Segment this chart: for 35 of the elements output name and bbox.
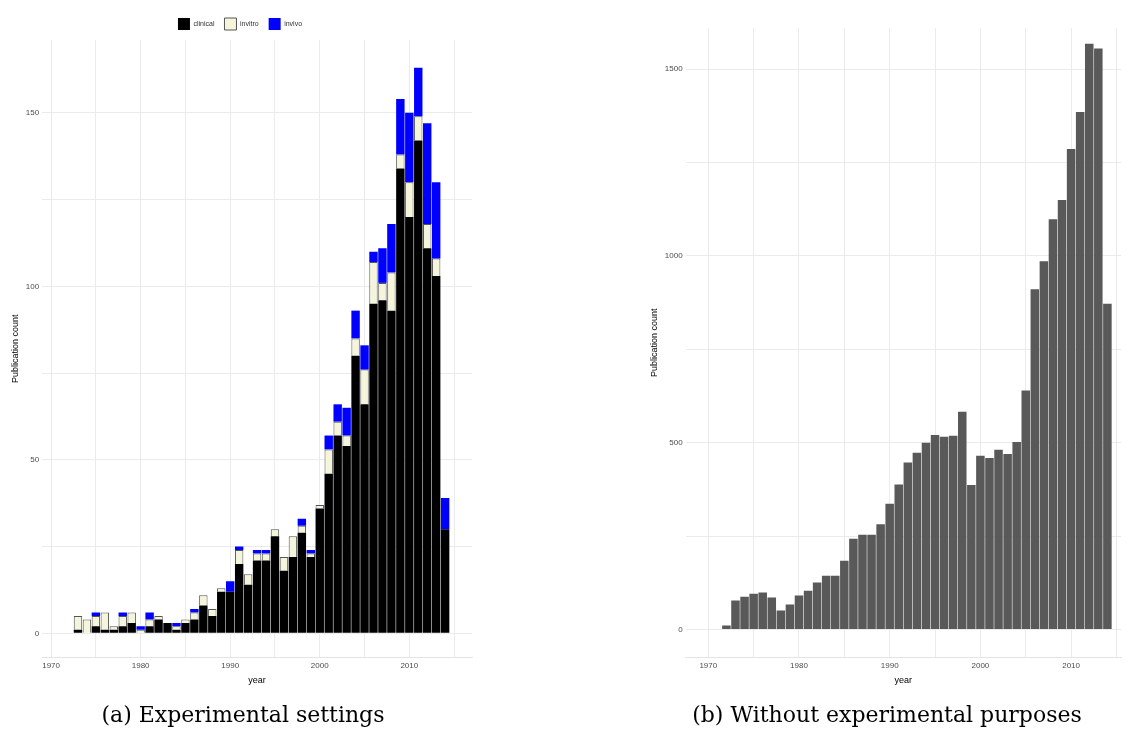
bar [73,629,83,633]
x-tick-label: 1980 [131,660,151,670]
bar [145,612,154,620]
x-tick-label: 2000 [971,660,990,670]
y-tick-label: 1500 [664,64,684,74]
bar [190,609,199,613]
y-tick-label: 1000 [664,251,684,261]
bar [297,518,307,526]
x-tick-label: 2010 [400,660,419,670]
x-tick-label: 1990 [221,660,240,670]
y-axis-title: Publication count [648,308,659,378]
x-tick-label: 1970 [42,660,61,670]
text: (a) Experimental settings [101,702,385,727]
x-axis-title: year [248,675,266,686]
bar [226,581,235,592]
bar [351,310,360,339]
x-axis-title: year [894,675,913,686]
x-tick-label: 2010 [1062,660,1081,670]
bar [91,612,101,616]
text: (b) Without experimental purposes [692,702,1082,727]
bar [440,498,450,530]
x-tick-label: 1990 [880,660,900,670]
bar [172,622,181,627]
y-tick-label: 50 [30,455,40,465]
y-tick-label: 500 [669,437,684,447]
y-tick-label: 0 [34,628,40,638]
bar [118,612,127,616]
x-tick-label: 2000 [310,660,330,670]
x-tick-label: 1980 [790,660,809,670]
x-tick-label: 1970 [699,660,718,670]
y-axis-title: Publication count [9,314,20,384]
bar [360,345,369,370]
y-tick-label: 0 [678,624,684,634]
y-tick-label: 150 [25,108,40,118]
y-tick-label: 100 [25,281,40,291]
